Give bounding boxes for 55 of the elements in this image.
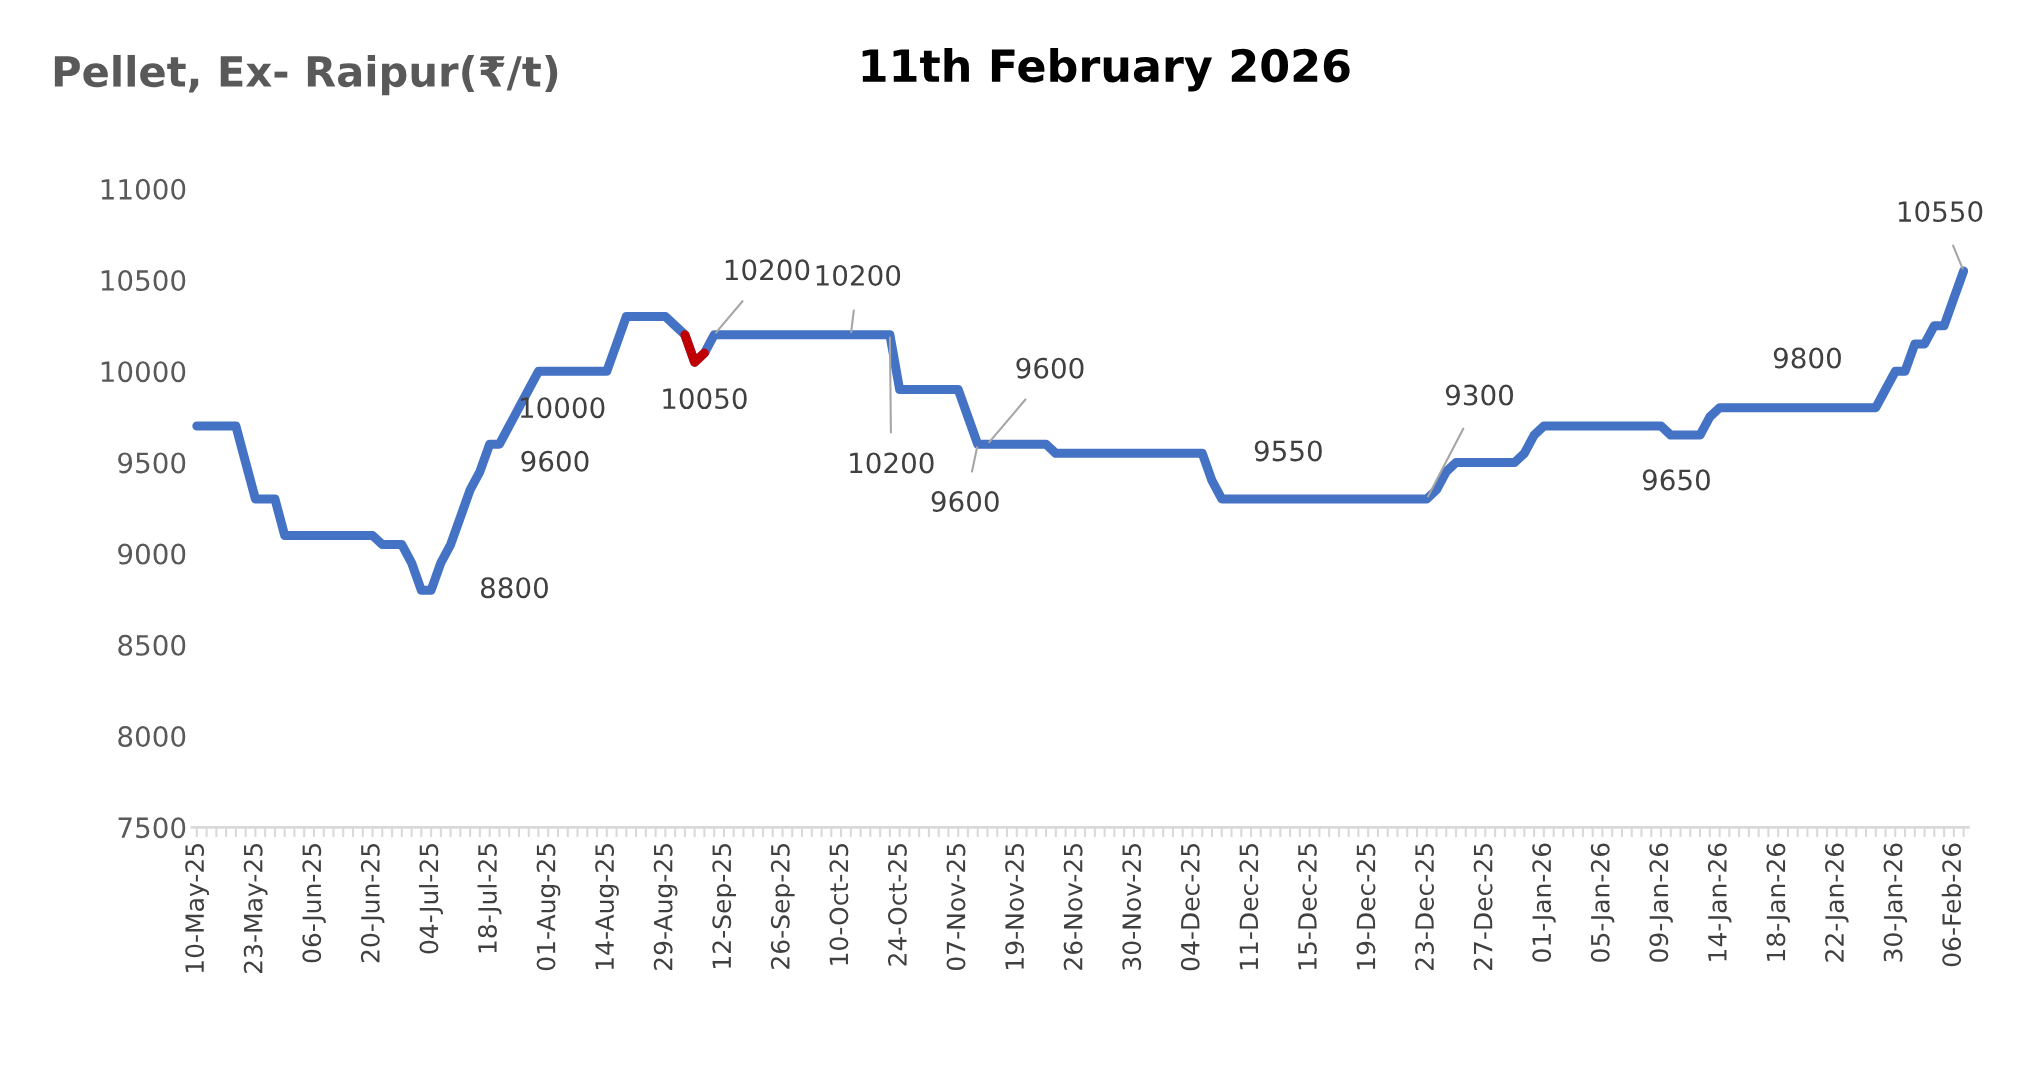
- chart-subtitle: 11th February 2026: [862, 48, 1350, 92]
- chart-title: Pellet, Ex- Raipur(₹/t): [54, 54, 558, 96]
- x-tick-label: 19-Nov-25: [1005, 844, 1025, 969]
- x-tick-label: 30-Jan-26: [1883, 843, 1908, 962]
- data-label: 10550: [1898, 201, 1983, 223]
- data-label: 9300: [1445, 384, 1514, 406]
- x-tick-label: 26-Sep-25: [770, 844, 795, 969]
- data-label: 9600: [931, 490, 999, 512]
- x-tick-label: 11-Dec-25: [1239, 844, 1259, 970]
- x-tick-label: 14-Jan-26: [1707, 843, 1732, 961]
- x-tick-label: 10-May-25: [185, 844, 209, 973]
- x-tick-label: 23-Dec-25: [1415, 844, 1434, 971]
- x-tick-label: 04-Dec-25: [1180, 844, 1200, 971]
- data-label: 9550: [1254, 440, 1322, 462]
- x-tick-label: 19-Dec-25: [1356, 844, 1376, 970]
- y-tick-label: 8000: [118, 726, 186, 748]
- x-tick-label: 04-Jul-25: [419, 844, 443, 954]
- y-tick-label: 10500: [101, 269, 186, 291]
- x-tick-label: 10-Oct-25: [829, 844, 849, 965]
- x-tick-label: 09-Jan-26: [1649, 843, 1673, 962]
- data-label: 10200: [816, 264, 901, 286]
- x-tick-label: 06-Feb-26: [1941, 843, 1962, 967]
- data-label: 10200: [725, 259, 810, 281]
- x-tick-label: 22-Jan-26: [1825, 843, 1849, 962]
- x-tick-label: 14-Aug-25: [595, 844, 619, 970]
- y-tick-label: 9500: [118, 452, 186, 474]
- x-tick-label: 27-Dec-25: [1473, 844, 1493, 971]
- y-tick-label: 8500: [118, 634, 186, 656]
- data-label: 9600: [521, 450, 589, 472]
- data-label: 10200: [850, 452, 934, 474]
- x-tick-label: 20-Jun-25: [360, 844, 385, 963]
- x-tick-label: 24-Oct-25: [887, 844, 907, 966]
- data-label: 9650: [1642, 469, 1710, 491]
- y-tick-label: 11000: [101, 178, 186, 200]
- x-tick-label: 06-Jun-25: [302, 844, 326, 963]
- y-tick-label: 7500: [118, 817, 186, 839]
- data-label: 9800: [1773, 347, 1841, 369]
- data-label: 10050: [663, 388, 747, 410]
- x-tick-label: 30-Nov-25: [1122, 844, 1142, 970]
- data-label: 9600: [1016, 357, 1084, 379]
- x-tick-label: 15-Dec-25: [1297, 844, 1317, 970]
- x-tick-label: 07-Nov-25: [946, 844, 966, 971]
- x-tick-label: 29-Aug-25: [653, 844, 678, 970]
- data-label: 10000: [520, 397, 605, 419]
- x-tick-label: 26-Nov-25: [1063, 844, 1083, 970]
- y-tick-label: 9000: [118, 543, 186, 565]
- x-tick-label: 01-Aug-25: [536, 844, 561, 971]
- data-label: 8800: [480, 577, 548, 599]
- x-tick-label: 23-May-25: [243, 844, 268, 973]
- y-tick-label: 10000: [101, 361, 186, 383]
- x-tick-label: 05-Jan-26: [1590, 843, 1615, 962]
- x-tick-label: 18-Jan-26: [1766, 843, 1791, 961]
- x-tick-label: 12-Sep-25: [712, 844, 737, 968]
- x-tick-label: 01-Jan-26: [1532, 843, 1556, 962]
- x-tick-label: 18-Jul-25: [477, 844, 502, 953]
